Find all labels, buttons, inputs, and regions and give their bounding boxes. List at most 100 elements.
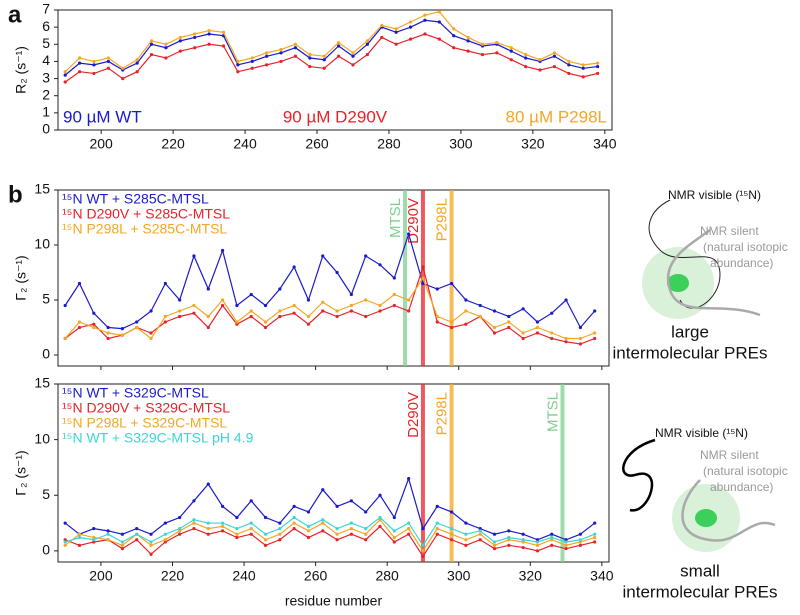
data-point <box>351 63 355 67</box>
plot-frame <box>57 383 610 563</box>
data-point <box>293 42 298 46</box>
data-point <box>178 515 182 520</box>
x-tick-label: 280 <box>377 136 401 152</box>
spin-label <box>695 509 717 527</box>
data-point <box>206 325 210 330</box>
data-point <box>564 340 568 344</box>
data-point <box>149 336 153 341</box>
data-point <box>349 309 353 313</box>
data-point <box>220 524 225 529</box>
data-point <box>163 540 167 544</box>
series-line <box>64 19 598 76</box>
data-point <box>380 23 384 28</box>
caption: small <box>680 561 720 580</box>
x-tick-label: 300 <box>449 136 473 152</box>
data-point <box>263 532 268 536</box>
diagram-large: NMR visible (¹⁵N) NMR silent (natural is… <box>613 188 788 362</box>
data-point <box>365 52 369 57</box>
data-point <box>351 54 355 58</box>
y-tick-label: 2 <box>42 86 50 102</box>
data-point <box>193 35 197 40</box>
data-point <box>149 331 153 335</box>
data-point <box>567 63 571 67</box>
data-point <box>192 254 196 258</box>
x-tick-label: 240 <box>233 136 257 152</box>
data-point <box>596 64 600 69</box>
data-point <box>92 535 96 540</box>
data-point <box>478 527 482 531</box>
data-point <box>449 325 454 330</box>
data-point <box>423 18 427 22</box>
data-point <box>535 325 540 330</box>
data-point <box>278 527 282 531</box>
data-point <box>335 314 339 319</box>
data-point <box>392 529 396 533</box>
data-point <box>263 515 268 520</box>
data-point <box>292 527 296 531</box>
data-point <box>435 527 439 531</box>
silent-label: abundance) <box>710 480 773 494</box>
series-line <box>64 264 595 345</box>
data-point <box>407 232 411 236</box>
y-axis-label: Γ₂ (s⁻¹) <box>13 255 29 300</box>
data-point <box>92 71 96 76</box>
data-point <box>278 521 282 525</box>
data-point <box>392 535 396 540</box>
data-point <box>567 71 571 76</box>
data-point <box>220 521 225 525</box>
data-point <box>437 37 441 41</box>
data-point <box>552 51 557 55</box>
x-tick-label: 200 <box>89 136 113 152</box>
x-tick-label: 240 <box>232 568 256 584</box>
data-point <box>449 510 454 514</box>
legend-entry: ¹⁵N P298L + S329C-MTSL <box>62 415 227 431</box>
data-point <box>435 314 439 319</box>
data-point <box>478 538 482 542</box>
series-line <box>64 525 595 558</box>
x-tick-label: 320 <box>521 136 545 152</box>
series-line <box>64 33 598 83</box>
data-point <box>249 292 253 297</box>
data-point <box>495 51 499 55</box>
data-point <box>492 547 497 551</box>
data-point <box>435 287 439 291</box>
data-point <box>192 303 196 308</box>
data-point <box>63 80 67 84</box>
data-point <box>578 532 582 536</box>
data-point <box>250 56 254 60</box>
data-point <box>394 27 398 31</box>
y-tick-label: 4 <box>42 52 50 68</box>
data-point <box>349 527 353 531</box>
data-point <box>335 532 339 536</box>
data-point <box>452 46 456 50</box>
data-point <box>321 518 325 522</box>
data-point <box>135 527 139 531</box>
data-point <box>293 46 298 50</box>
data-point <box>220 529 225 533</box>
data-point <box>221 44 226 48</box>
data-point <box>249 532 253 536</box>
legend-entry: ¹⁵N D290V + S329C-MTSL <box>62 400 230 416</box>
data-point <box>178 298 182 302</box>
data-point <box>92 540 96 544</box>
data-point <box>421 554 425 559</box>
data-point <box>593 336 597 341</box>
caption: intermolecular PREs <box>613 343 768 362</box>
marker-label: MTSL <box>544 392 561 432</box>
data-point <box>464 322 468 326</box>
data-point <box>535 543 540 547</box>
data-point <box>321 488 325 492</box>
data-point <box>163 281 167 286</box>
x-tick-label: 220 <box>161 136 185 152</box>
data-point <box>578 538 582 542</box>
data-point <box>77 325 82 330</box>
data-point <box>507 535 511 540</box>
data-point <box>466 49 470 53</box>
data-point <box>278 538 282 542</box>
data-point <box>593 521 597 525</box>
data-point <box>278 532 282 536</box>
data-point <box>77 281 82 286</box>
series-line <box>64 11 598 73</box>
data-point <box>292 303 296 308</box>
data-point <box>578 325 582 330</box>
